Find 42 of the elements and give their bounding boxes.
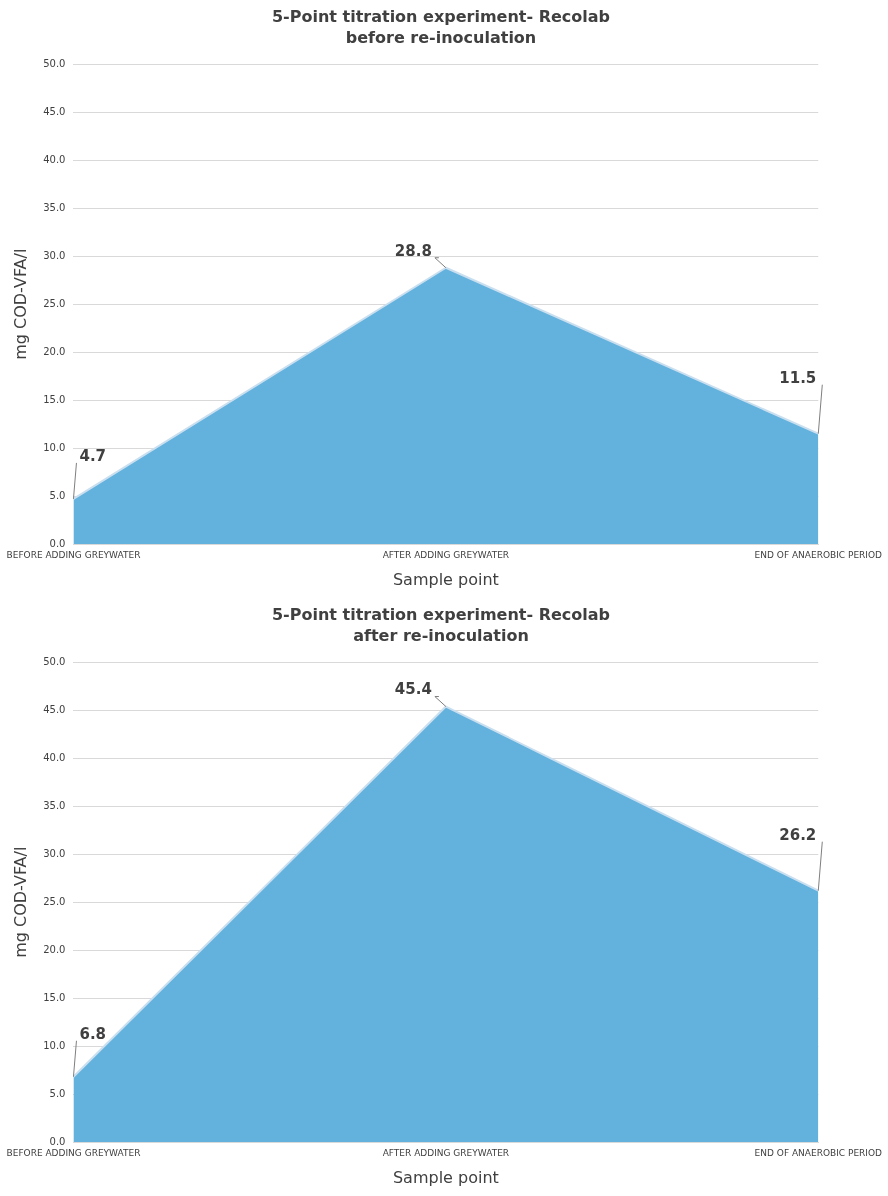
- y-tick-label: 20.0: [43, 345, 66, 357]
- chart-title: 5-Point titration experiment- Recolab: [271, 604, 611, 624]
- y-tick-label: 25.0: [43, 895, 66, 907]
- x-tick-label: END OF ANAEROBIC PERIOD: [754, 549, 883, 560]
- y-tick-label: 40.0: [43, 751, 66, 763]
- y-tick-label: 10.0: [43, 441, 66, 453]
- y-tick-label: 30.0: [43, 249, 66, 261]
- data-label: 28.8: [394, 241, 432, 260]
- y-tick-label: 35.0: [43, 799, 66, 811]
- y-tick-label: 25.0: [43, 297, 66, 309]
- y-axis-title: mg COD-VFA/l: [10, 846, 30, 958]
- y-tick-label: 30.0: [43, 847, 66, 859]
- data-label: 11.5: [779, 368, 817, 387]
- data-label: 45.4: [394, 680, 432, 699]
- y-tick-label: 45.0: [43, 703, 66, 715]
- data-label: 4.7: [79, 446, 107, 465]
- y-tick-label: 40.0: [43, 153, 66, 165]
- data-label: 6.8: [79, 1024, 107, 1043]
- y-tick-label: 10.0: [43, 1039, 66, 1051]
- y-tick-label: 50.0: [43, 655, 66, 667]
- y-tick-label: 15.0: [43, 991, 66, 1003]
- x-tick-label: BEFORE ADDING GREYWATER: [6, 1147, 141, 1158]
- chart-title: 5-Point titration experiment- Recolab: [271, 6, 611, 26]
- x-tick-label: AFTER ADDING GREYWATER: [382, 549, 510, 560]
- x-tick-label: AFTER ADDING GREYWATER: [382, 1147, 510, 1158]
- y-tick-label: 45.0: [43, 105, 66, 117]
- y-axis-title: mg COD-VFA/l: [10, 248, 30, 360]
- x-axis-title: Sample point: [392, 1167, 499, 1187]
- y-tick-label: 15.0: [43, 393, 66, 405]
- y-tick-label: 35.0: [43, 201, 66, 213]
- y-tick-label: 0.0: [49, 537, 66, 549]
- y-tick-label: 5.0: [49, 1087, 66, 1099]
- data-label: 26.2: [779, 825, 817, 844]
- chart-subtitle: before re-inoculation: [345, 27, 537, 47]
- x-tick-label: BEFORE ADDING GREYWATER: [6, 549, 141, 560]
- y-tick-label: 0.0: [49, 1135, 66, 1147]
- x-axis-title: Sample point: [392, 569, 499, 589]
- y-tick-label: 20.0: [43, 943, 66, 955]
- chart-subtitle: after re-inoculation: [353, 625, 529, 645]
- y-tick-label: 50.0: [43, 57, 66, 69]
- x-tick-label: END OF ANAEROBIC PERIOD: [754, 1147, 883, 1158]
- y-tick-label: 5.0: [49, 489, 66, 501]
